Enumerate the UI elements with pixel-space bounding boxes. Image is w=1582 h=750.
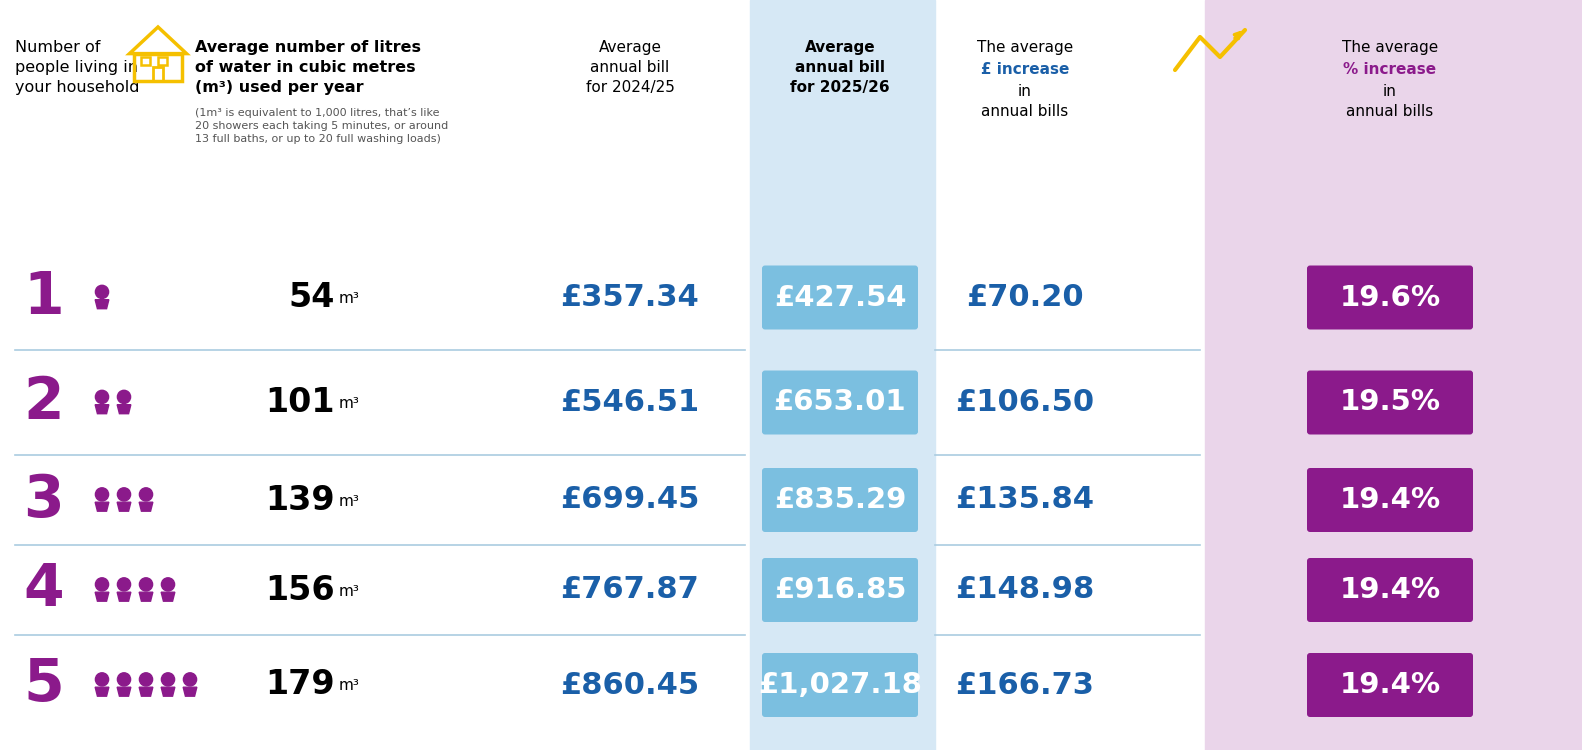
Bar xyxy=(158,57,168,65)
Polygon shape xyxy=(117,405,131,414)
Circle shape xyxy=(161,673,174,686)
Text: £427.54: £427.54 xyxy=(774,284,906,311)
Text: 5: 5 xyxy=(24,656,63,713)
Polygon shape xyxy=(95,503,109,512)
FancyBboxPatch shape xyxy=(1307,653,1473,717)
FancyBboxPatch shape xyxy=(763,653,918,717)
Text: £835.29: £835.29 xyxy=(774,486,906,514)
Polygon shape xyxy=(117,687,131,696)
FancyBboxPatch shape xyxy=(1307,266,1473,329)
Text: £767.87: £767.87 xyxy=(560,575,699,604)
Circle shape xyxy=(95,673,109,686)
Circle shape xyxy=(161,578,174,591)
Circle shape xyxy=(139,673,152,686)
Polygon shape xyxy=(95,687,109,696)
Circle shape xyxy=(184,673,196,686)
Text: Average number of litres
of water in cubic metres
(m³) used per year: Average number of litres of water in cub… xyxy=(195,40,421,94)
Text: £148.98: £148.98 xyxy=(956,575,1095,604)
Bar xyxy=(134,53,182,81)
Polygon shape xyxy=(95,592,109,602)
Text: Average
annual bill
for 2025/26: Average annual bill for 2025/26 xyxy=(789,40,889,94)
Text: 101: 101 xyxy=(266,386,335,419)
Text: 19.6%: 19.6% xyxy=(1340,284,1441,311)
FancyBboxPatch shape xyxy=(1307,468,1473,532)
FancyBboxPatch shape xyxy=(763,370,918,434)
Circle shape xyxy=(139,488,152,501)
Text: in
annual bills: in annual bills xyxy=(981,84,1068,118)
FancyBboxPatch shape xyxy=(763,266,918,329)
Bar xyxy=(1205,0,1582,750)
Text: m³: m³ xyxy=(339,584,359,598)
Circle shape xyxy=(117,578,131,591)
Text: 139: 139 xyxy=(266,484,335,517)
Text: in
annual bills: in annual bills xyxy=(1346,84,1433,118)
Text: £546.51: £546.51 xyxy=(560,388,699,417)
Circle shape xyxy=(95,285,109,298)
Text: Number of
people living in
your household: Number of people living in your househol… xyxy=(14,40,139,94)
Text: £860.45: £860.45 xyxy=(560,670,699,700)
Polygon shape xyxy=(161,592,176,602)
Text: The average: The average xyxy=(976,40,1073,55)
Bar xyxy=(153,67,163,81)
Polygon shape xyxy=(95,405,109,414)
Text: 54: 54 xyxy=(288,281,335,314)
Text: £ increase: £ increase xyxy=(981,62,1069,77)
Text: £357.34: £357.34 xyxy=(560,283,699,312)
Text: m³: m³ xyxy=(339,679,359,694)
Polygon shape xyxy=(117,592,131,602)
Text: 19.4%: 19.4% xyxy=(1340,486,1441,514)
Polygon shape xyxy=(139,503,153,512)
Text: 1: 1 xyxy=(24,269,63,326)
FancyBboxPatch shape xyxy=(763,558,918,622)
Circle shape xyxy=(117,488,131,501)
Circle shape xyxy=(95,578,109,591)
Circle shape xyxy=(139,578,152,591)
FancyBboxPatch shape xyxy=(763,468,918,532)
Text: m³: m³ xyxy=(339,494,359,508)
Text: 156: 156 xyxy=(266,574,335,607)
Circle shape xyxy=(95,488,109,501)
Polygon shape xyxy=(139,592,153,602)
FancyBboxPatch shape xyxy=(1307,558,1473,622)
FancyBboxPatch shape xyxy=(1307,370,1473,434)
Text: £135.84: £135.84 xyxy=(956,485,1095,514)
Text: 19.4%: 19.4% xyxy=(1340,671,1441,699)
Text: £653.01: £653.01 xyxy=(774,388,906,416)
Text: £106.50: £106.50 xyxy=(956,388,1095,417)
Text: m³: m³ xyxy=(339,396,359,411)
Polygon shape xyxy=(161,687,176,696)
Polygon shape xyxy=(184,687,196,696)
Text: £70.20: £70.20 xyxy=(967,283,1084,312)
Text: 179: 179 xyxy=(266,668,335,701)
Text: 19.5%: 19.5% xyxy=(1340,388,1441,416)
Bar xyxy=(750,0,935,750)
Text: Average
annual bill
for 2024/25: Average annual bill for 2024/25 xyxy=(585,40,674,94)
Text: 4: 4 xyxy=(24,562,63,619)
Text: 3: 3 xyxy=(24,472,63,529)
Text: 2: 2 xyxy=(24,374,63,431)
Text: 19.4%: 19.4% xyxy=(1340,576,1441,604)
Circle shape xyxy=(95,390,109,404)
Text: £916.85: £916.85 xyxy=(774,576,906,604)
Text: % increase: % increase xyxy=(1343,62,1436,77)
Polygon shape xyxy=(95,300,109,309)
Bar xyxy=(141,57,150,65)
Text: £166.73: £166.73 xyxy=(956,670,1095,700)
Text: £699.45: £699.45 xyxy=(560,485,699,514)
Polygon shape xyxy=(117,503,131,512)
Text: £1,027.18: £1,027.18 xyxy=(758,671,922,699)
Text: m³: m³ xyxy=(339,291,359,306)
Text: The average: The average xyxy=(1342,40,1438,55)
Circle shape xyxy=(117,390,131,404)
Circle shape xyxy=(117,673,131,686)
Polygon shape xyxy=(139,687,153,696)
Text: (1m³ is equivalent to 1,000 litres, that’s like
20 showers each taking 5 minutes: (1m³ is equivalent to 1,000 litres, that… xyxy=(195,108,448,145)
